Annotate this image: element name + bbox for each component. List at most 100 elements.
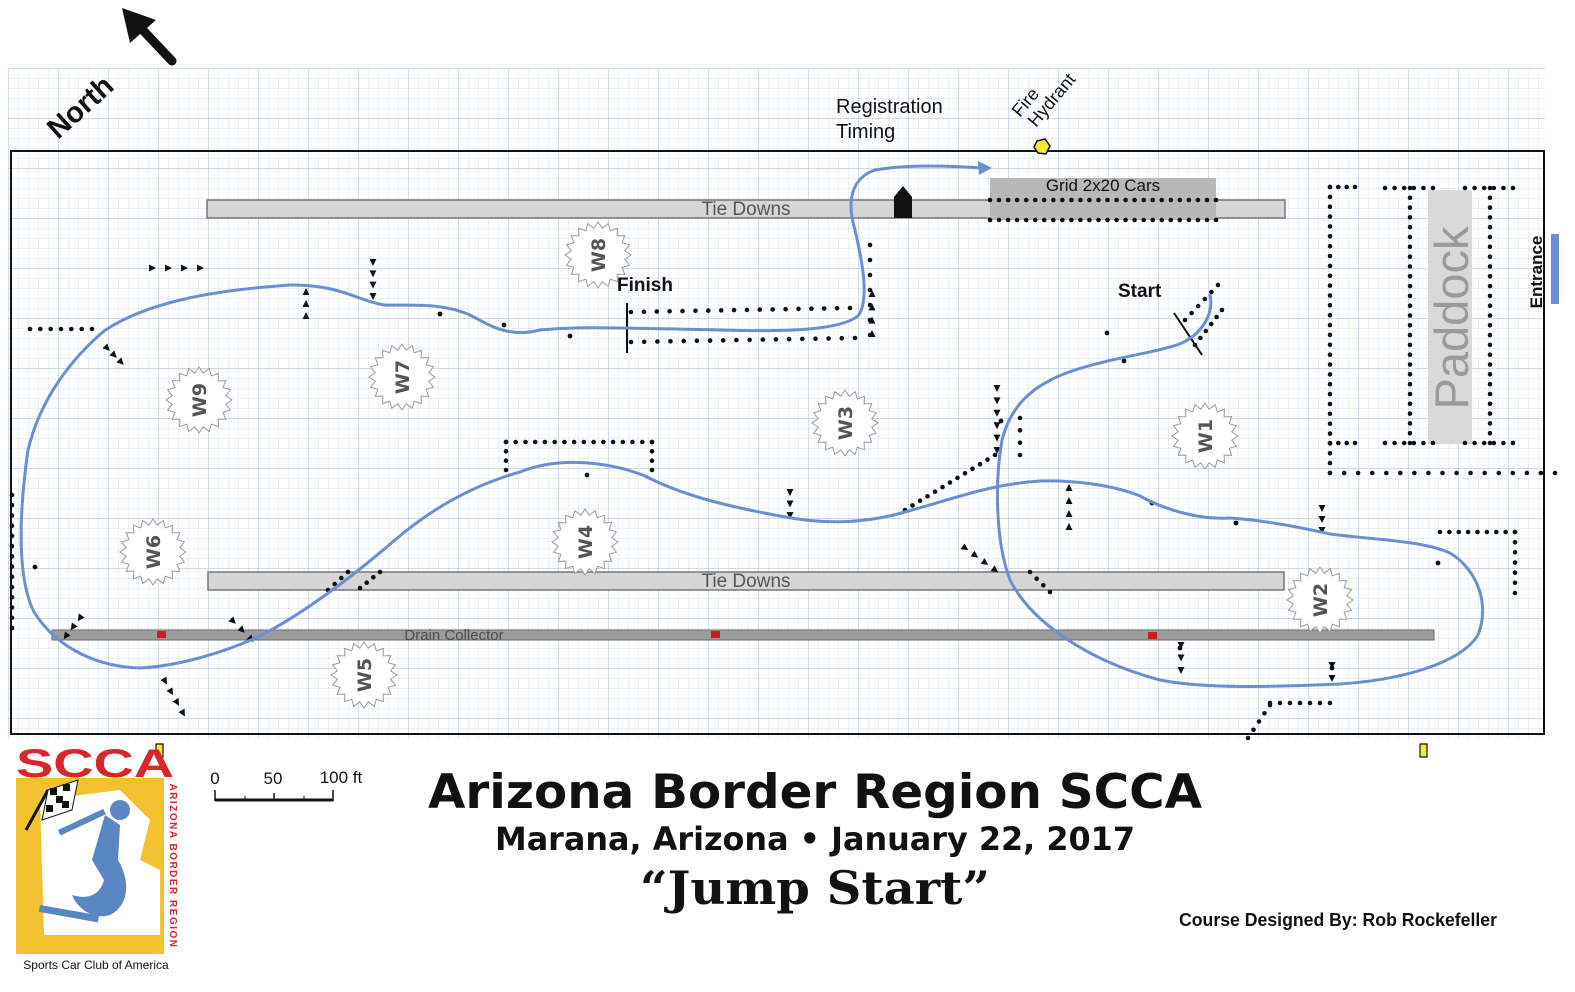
cone xyxy=(744,307,750,313)
cone xyxy=(1501,185,1506,191)
pointer-cone-icon xyxy=(1318,505,1326,512)
cone xyxy=(345,569,351,575)
course-designer: Course Designed By: Rob Rockefeller xyxy=(1179,910,1497,930)
cone xyxy=(1189,310,1194,316)
cone xyxy=(826,336,831,341)
cone xyxy=(932,489,938,495)
cone xyxy=(1512,570,1518,575)
pointer-cone-icon xyxy=(1065,484,1073,491)
pointer-cone-icon xyxy=(197,264,204,272)
cone xyxy=(1327,322,1333,328)
cone xyxy=(996,197,1002,203)
cone xyxy=(1336,440,1341,446)
cone xyxy=(1034,576,1039,581)
paddock-label: Paddock xyxy=(1425,226,1478,409)
cone xyxy=(1487,283,1493,289)
cone xyxy=(1060,217,1065,223)
cone xyxy=(757,307,763,312)
cone xyxy=(1421,185,1426,191)
pointer-cone-icon xyxy=(868,316,876,324)
cone xyxy=(1327,411,1333,417)
cone xyxy=(9,564,15,569)
cone xyxy=(1407,313,1413,318)
cone xyxy=(1468,470,1473,476)
finish-label: Finish xyxy=(617,275,673,296)
cone xyxy=(1487,244,1493,250)
cone xyxy=(718,308,724,313)
cone xyxy=(48,326,53,332)
cone xyxy=(1487,352,1493,358)
cone xyxy=(1327,401,1333,407)
cone xyxy=(437,311,443,317)
cone xyxy=(1487,381,1493,387)
cone xyxy=(731,307,737,313)
cone xyxy=(1213,197,1219,203)
pointer-cone-icon xyxy=(160,676,167,685)
pointer-cone-icon xyxy=(786,512,794,519)
cone xyxy=(1017,440,1023,446)
cone xyxy=(734,337,739,343)
cone xyxy=(1041,197,1047,203)
cone xyxy=(1411,185,1417,191)
cone xyxy=(532,439,538,445)
drain-marker xyxy=(711,631,720,638)
cone xyxy=(1168,197,1174,203)
title-event: “Jump Start” xyxy=(640,861,990,915)
cone xyxy=(770,307,775,312)
cone xyxy=(1014,217,1020,223)
cone xyxy=(1204,217,1210,223)
cone xyxy=(9,615,15,621)
cone xyxy=(9,595,15,600)
cone xyxy=(1407,234,1413,240)
cone xyxy=(1251,727,1256,733)
cone xyxy=(1104,330,1110,336)
cone xyxy=(1440,470,1445,476)
pointer-cone-icon xyxy=(1177,654,1185,662)
cone xyxy=(371,575,376,580)
cone xyxy=(1078,197,1083,203)
cone xyxy=(503,467,509,473)
tie-downs-bottom xyxy=(207,571,1285,591)
cone xyxy=(1327,421,1333,427)
entrance-label: Entrance xyxy=(1527,236,1546,309)
cone xyxy=(1341,470,1347,476)
pointer-cone-icon xyxy=(970,550,979,558)
pointer-cone-icon xyxy=(786,500,794,508)
checkered-flag-icon xyxy=(24,779,79,831)
cone xyxy=(1407,215,1413,220)
pointer-cone-icon xyxy=(1065,510,1073,517)
cone xyxy=(1215,282,1221,288)
cone xyxy=(1482,470,1487,476)
cone xyxy=(1141,217,1146,223)
cone xyxy=(1233,520,1239,526)
cone xyxy=(581,439,587,445)
cone xyxy=(1327,451,1333,456)
pointer-cone-icon xyxy=(993,397,1001,405)
cone xyxy=(1051,197,1056,203)
cone xyxy=(1407,381,1413,387)
cone xyxy=(1344,184,1349,190)
cone xyxy=(1209,289,1214,295)
map-grid xyxy=(8,68,1545,738)
cone xyxy=(1465,529,1471,535)
cone xyxy=(970,466,975,472)
cone xyxy=(1472,440,1477,446)
cone-groups xyxy=(9,184,1558,741)
cone xyxy=(1407,244,1413,250)
cone xyxy=(1407,430,1413,436)
drain-marker xyxy=(1148,632,1157,639)
cone xyxy=(1327,372,1333,377)
cone xyxy=(1407,421,1413,426)
cone xyxy=(998,418,1004,424)
cone xyxy=(1510,470,1516,476)
cone xyxy=(1141,197,1146,203)
pointer-cone-icon xyxy=(1065,497,1073,504)
cone xyxy=(680,308,685,314)
cone xyxy=(1447,529,1452,535)
station-label: W4 xyxy=(575,525,597,559)
cone xyxy=(760,337,766,342)
cone xyxy=(962,471,968,476)
cone xyxy=(1487,234,1493,240)
station-burst-icon xyxy=(330,641,398,709)
cone xyxy=(1407,293,1413,299)
